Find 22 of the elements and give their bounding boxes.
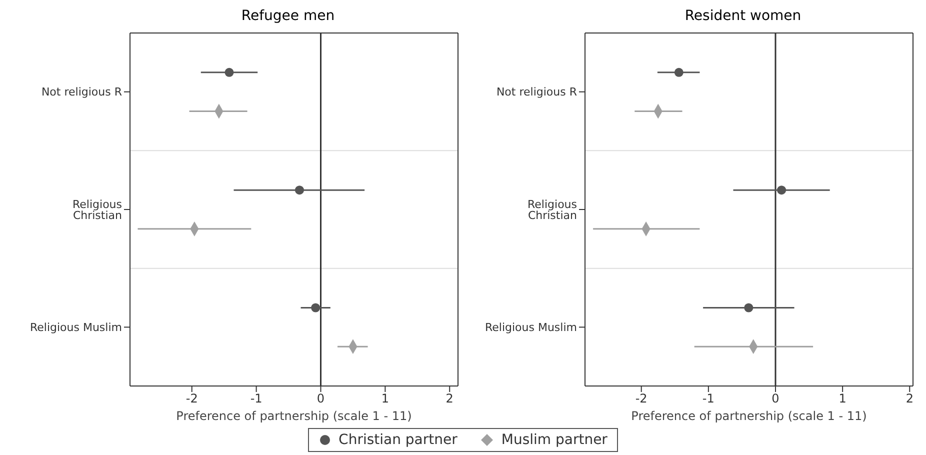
- legend-label: Christian partner: [338, 432, 458, 448]
- y-tick-label: Religious Muslim: [30, 321, 122, 334]
- legend-label: Muslim partner: [500, 432, 608, 448]
- x-tick-label: 2: [906, 392, 914, 406]
- x-tick-label: 1: [838, 392, 846, 406]
- x-tick-label: 1: [381, 392, 390, 406]
- y-tick-label: Religious Christian: [72, 198, 122, 222]
- x-tick-label: -2: [186, 392, 198, 406]
- x-tick-label: -2: [635, 392, 648, 406]
- x-axis-title: Preference of partnership (scale 1 - 11): [631, 409, 867, 423]
- x-tick-label: -1: [702, 392, 714, 406]
- x-tick-label: 0: [316, 392, 325, 406]
- x-axis-title: Preference of partnership (scale 1 - 11): [176, 409, 412, 423]
- y-tick-label: Not religious R: [41, 86, 122, 99]
- chart-title: Refugee men: [240, 8, 336, 26]
- y-tick-label: Religious Muslim: [484, 321, 577, 334]
- y-tick-label: Not religious R: [496, 86, 578, 99]
- x-tick-label: 0: [772, 392, 780, 406]
- y-tick-label: Religious Christian: [528, 198, 578, 222]
- chart-title: Resident women: [684, 8, 802, 26]
- x-tick-label: -1: [250, 392, 262, 406]
- x-tick-label: 2: [446, 392, 454, 406]
